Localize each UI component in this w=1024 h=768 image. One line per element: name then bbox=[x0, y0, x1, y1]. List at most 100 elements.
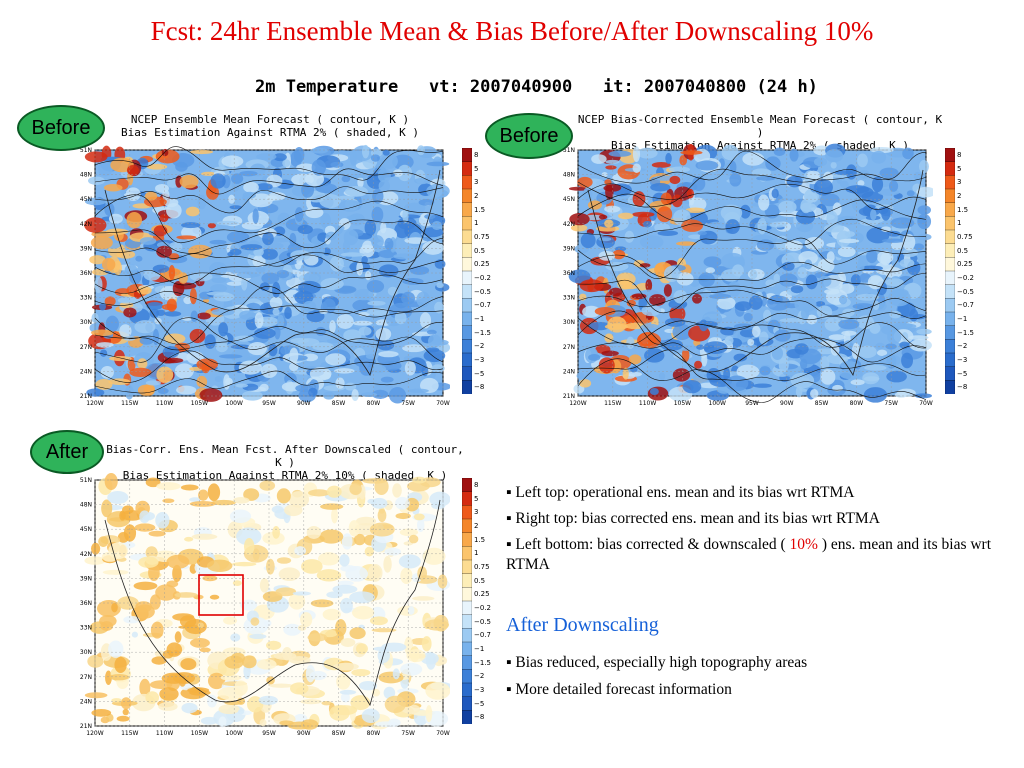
colorbar-tick-label: 3 bbox=[474, 508, 479, 517]
colorbar-tick-label: 0.75 bbox=[474, 232, 490, 241]
colorbar-tick-label: 1 bbox=[957, 219, 962, 228]
colorbar-tick-label: −0.5 bbox=[474, 617, 491, 626]
svg-text:100W: 100W bbox=[226, 400, 243, 407]
colorbar-tick-label: 1 bbox=[474, 219, 479, 228]
colorbar-tick-label: −5 bbox=[957, 369, 968, 378]
colorbar-tick-label: 2 bbox=[474, 191, 479, 200]
colorbar-tick-label: −0.7 bbox=[474, 631, 491, 640]
colorbar-tick-label: 0.5 bbox=[474, 246, 486, 255]
colorbar-tick-label: 8 bbox=[474, 480, 479, 489]
after-label: After bbox=[30, 430, 104, 474]
colorbar-tick-label: −0.2 bbox=[474, 603, 491, 612]
colorbar-tick-label: 1 bbox=[474, 549, 479, 558]
colorbar-tick-label: 8 bbox=[474, 150, 479, 159]
bullet-item: ▪ Bias reduced, especially high topograp… bbox=[506, 654, 808, 671]
svg-text:39N: 39N bbox=[80, 245, 92, 252]
svg-text:70W: 70W bbox=[436, 400, 450, 407]
left-bottom-map: 120W 115W 110W 105W 100W 95W 90W 85W 80W 75W 70W 51… bbox=[80, 473, 450, 737]
colorbar-labels-left-top: 8 5 3 2 1.5 1 0.75 0.5 0.25 −0.2 −0.5 −0.7 −1 −1.5 −2 −… bbox=[474, 148, 504, 394]
colorbar-tick-label: 1.5 bbox=[474, 205, 486, 214]
svg-text:80W: 80W bbox=[367, 730, 381, 737]
svg-text:33N: 33N bbox=[563, 295, 575, 302]
svg-text:105W: 105W bbox=[191, 400, 208, 407]
left-bottom-panel-title: Bias-Corr. Ens. Mean Fcst. After Downsca… bbox=[106, 443, 464, 482]
svg-text:48N: 48N bbox=[80, 172, 92, 179]
colorbar-tick-label: 2 bbox=[474, 521, 479, 530]
after-bullets: ▪ Bias reduced, especially high topograp… bbox=[506, 653, 1006, 707]
slide-title: Fcst: 24hr Ensemble Mean & Bias Before/A… bbox=[150, 16, 874, 46]
colorbar-tick-label: −0.7 bbox=[957, 301, 974, 310]
svg-text:80W: 80W bbox=[850, 400, 864, 407]
colorbar-labels-right-top: 8 5 3 2 1.5 1 0.75 0.5 0.25 −0.2 −0.5 −0.7 −1 −1.5 −2 −… bbox=[957, 148, 987, 394]
svg-text:95W: 95W bbox=[262, 730, 276, 737]
svg-text:105W: 105W bbox=[191, 730, 208, 737]
svg-text:51N: 51N bbox=[80, 147, 92, 154]
colorbar-tick-label: 8 bbox=[957, 150, 962, 159]
colorbar-tick-label: 5 bbox=[474, 164, 479, 173]
colorbar-tick-label: 0.25 bbox=[957, 260, 973, 269]
colorbar-tick-label: −1 bbox=[474, 644, 485, 653]
colorbar-tick-label: −1.5 bbox=[474, 328, 491, 337]
description-bullets: ▪ Left top: operational ens. mean and it… bbox=[506, 483, 1006, 581]
colorbar-tick-label: −0.2 bbox=[474, 273, 491, 282]
colorbar-tick-label: −0.2 bbox=[957, 273, 974, 282]
after-downscaling-heading: After Downscaling bbox=[506, 614, 659, 636]
svg-text:100W: 100W bbox=[709, 400, 726, 407]
svg-text:36N: 36N bbox=[80, 270, 92, 277]
svg-text:105W: 105W bbox=[674, 400, 691, 407]
colorbar-tick-label: 0.25 bbox=[474, 590, 490, 599]
svg-text:30N: 30N bbox=[80, 319, 92, 326]
colorbar-tick-label: 0.75 bbox=[474, 562, 490, 571]
svg-text:110W: 110W bbox=[156, 730, 173, 737]
svg-text:30N: 30N bbox=[80, 649, 92, 656]
colorbar-left-bottom bbox=[462, 478, 472, 724]
left-top-map: 120W 115W 110W 105W 100W 95W 90W 85W 80W 75W 70W 51… bbox=[80, 144, 450, 407]
colorbar-tick-label: −0.7 bbox=[474, 301, 491, 310]
svg-text:27N: 27N bbox=[80, 344, 92, 351]
colorbar-tick-label: −3 bbox=[957, 355, 968, 364]
svg-text:33N: 33N bbox=[80, 625, 92, 632]
svg-text:39N: 39N bbox=[563, 245, 575, 252]
colorbar-tick-label: 3 bbox=[957, 178, 962, 187]
colorbar-tick-label: −1.5 bbox=[957, 328, 974, 337]
colorbar-tick-label: −8 bbox=[957, 383, 968, 392]
right-top-map: 120W 115W 110W 105W 100W 95W 90W 85W 80W 75W 70W 51… bbox=[563, 143, 933, 407]
svg-text:24N: 24N bbox=[563, 368, 575, 375]
svg-text:120W: 120W bbox=[569, 400, 586, 407]
svg-text:39N: 39N bbox=[80, 575, 92, 582]
svg-text:21N: 21N bbox=[80, 723, 92, 730]
svg-text:120W: 120W bbox=[86, 730, 103, 737]
svg-text:36N: 36N bbox=[80, 600, 92, 607]
svg-text:75W: 75W bbox=[401, 400, 415, 407]
svg-text:85W: 85W bbox=[815, 400, 829, 407]
colorbar-tick-label: 0.75 bbox=[957, 232, 973, 241]
svg-text:90W: 90W bbox=[780, 400, 794, 407]
svg-text:70W: 70W bbox=[436, 730, 450, 737]
svg-text:110W: 110W bbox=[156, 400, 173, 407]
svg-text:95W: 95W bbox=[745, 400, 759, 407]
colorbar-tick-label: −2 bbox=[957, 342, 968, 351]
colorbar-tick-label: 5 bbox=[474, 494, 479, 503]
svg-text:21N: 21N bbox=[563, 393, 575, 400]
svg-text:45N: 45N bbox=[80, 526, 92, 533]
svg-text:42N: 42N bbox=[80, 551, 92, 558]
svg-text:48N: 48N bbox=[80, 502, 92, 509]
svg-text:36N: 36N bbox=[563, 270, 575, 277]
bullet-item: ▪ Left top: operational ens. mean and it… bbox=[506, 484, 855, 501]
svg-text:120W: 120W bbox=[86, 400, 103, 407]
colorbar-tick-label: −3 bbox=[474, 685, 485, 694]
svg-text:45N: 45N bbox=[563, 196, 575, 203]
svg-text:115W: 115W bbox=[604, 400, 621, 407]
colorbar-left-top bbox=[462, 148, 472, 394]
colorbar-tick-label: −3 bbox=[474, 355, 485, 364]
svg-text:30N: 30N bbox=[563, 319, 575, 326]
colorbar-tick-label: 5 bbox=[957, 164, 962, 173]
svg-text:48N: 48N bbox=[563, 172, 575, 179]
colorbar-tick-label: 0.5 bbox=[474, 576, 486, 585]
colorbar-tick-label: −2 bbox=[474, 342, 485, 351]
colorbar-tick-label: −1 bbox=[474, 314, 485, 323]
bullet-item: ▪ Left bottom: bias corrected & downscal… bbox=[506, 536, 992, 573]
svg-text:70W: 70W bbox=[919, 400, 933, 407]
svg-text:42N: 42N bbox=[563, 221, 575, 228]
chart-subtitle: 2m Temperature vt: 2007040900 it: 200704… bbox=[255, 77, 818, 97]
